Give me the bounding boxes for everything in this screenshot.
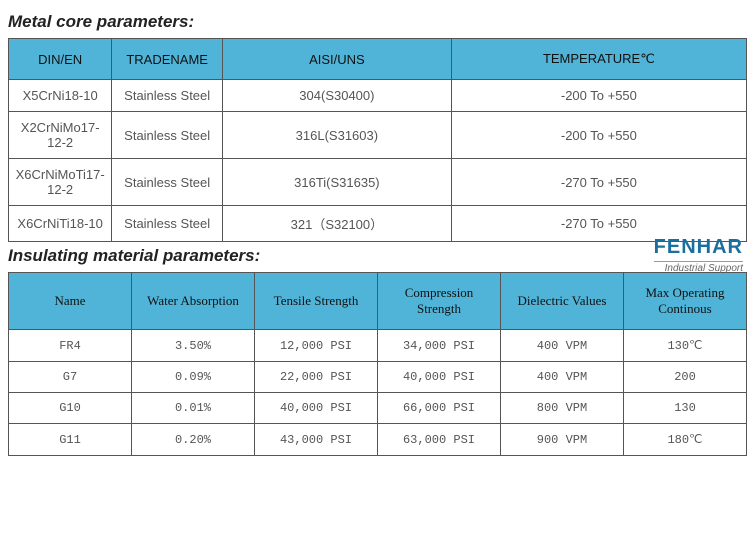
col-temperature: TEMPERATURE℃ bbox=[451, 39, 746, 80]
col-aisi-uns: AISI/UNS bbox=[223, 39, 452, 80]
insulating-material-table: Name Water Absorption Tensile Strength C… bbox=[8, 272, 747, 456]
logo-text: FENHAR bbox=[654, 236, 743, 259]
metal-core-table: DIN/EN TRADENAME AISI/UNS TEMPERATURE℃ X… bbox=[8, 38, 747, 242]
table-row: FR4 3.50% 12,000 PSI 34,000 PSI 400 VPM … bbox=[9, 330, 747, 362]
logo-subtitle: Industrial Support bbox=[654, 261, 743, 274]
cell: 400 VPM bbox=[501, 362, 624, 393]
table-row: X6CrNiTi18-10 Stainless Steel 321（S32100… bbox=[9, 206, 747, 242]
cell: 34,000 PSI bbox=[378, 330, 501, 362]
cell: 63,000 PSI bbox=[378, 424, 501, 456]
cell: 316L(S31603) bbox=[223, 112, 452, 159]
cell: X6CrNiTi18-10 bbox=[9, 206, 112, 242]
cell: 0.09% bbox=[132, 362, 255, 393]
cell: 40,000 PSI bbox=[378, 362, 501, 393]
cell: -200 To +550 bbox=[451, 112, 746, 159]
cell: Stainless Steel bbox=[112, 112, 223, 159]
table-row: G10 0.01% 40,000 PSI 66,000 PSI 800 VPM … bbox=[9, 393, 747, 424]
cell: 321（S32100） bbox=[223, 206, 452, 242]
cell: 43,000 PSI bbox=[255, 424, 378, 456]
cell: FR4 bbox=[9, 330, 132, 362]
cell: X6CrNiMoTi17-12-2 bbox=[9, 159, 112, 206]
cell: 0.20% bbox=[132, 424, 255, 456]
col-tensile-strength: Tensile Strength bbox=[255, 273, 378, 330]
cell: 0.01% bbox=[132, 393, 255, 424]
table-header-row: DIN/EN TRADENAME AISI/UNS TEMPERATURE℃ bbox=[9, 39, 747, 80]
cell: 200 bbox=[624, 362, 747, 393]
cell: 40,000 PSI bbox=[255, 393, 378, 424]
table-row: X6CrNiMoTi17-12-2 Stainless Steel 316Ti(… bbox=[9, 159, 747, 206]
cell: G7 bbox=[9, 362, 132, 393]
cell: G11 bbox=[9, 424, 132, 456]
cell: Stainless Steel bbox=[112, 206, 223, 242]
table-header-row: Name Water Absorption Tensile Strength C… bbox=[9, 273, 747, 330]
cell: 304(S30400) bbox=[223, 80, 452, 112]
cell: 316Ti(S31635) bbox=[223, 159, 452, 206]
cell: 66,000 PSI bbox=[378, 393, 501, 424]
cell: 900 VPM bbox=[501, 424, 624, 456]
brand-logo: FENHAR Industrial Support bbox=[654, 236, 743, 274]
cell: X2CrNiMo17-12-2 bbox=[9, 112, 112, 159]
section2-title: Insulating material parameters: bbox=[8, 246, 747, 266]
cell: Stainless Steel bbox=[112, 80, 223, 112]
cell: G10 bbox=[9, 393, 132, 424]
cell: 130℃ bbox=[624, 330, 747, 362]
table-row: G7 0.09% 22,000 PSI 40,000 PSI 400 VPM 2… bbox=[9, 362, 747, 393]
col-max-operating: Max Operating Continous bbox=[624, 273, 747, 330]
col-water-absorption: Water Absorption bbox=[132, 273, 255, 330]
table-row: X5CrNi18-10 Stainless Steel 304(S30400) … bbox=[9, 80, 747, 112]
col-compression-strength: Compression Strength bbox=[378, 273, 501, 330]
cell: -200 To +550 bbox=[451, 80, 746, 112]
cell: Stainless Steel bbox=[112, 159, 223, 206]
cell: 12,000 PSI bbox=[255, 330, 378, 362]
cell: 3.50% bbox=[132, 330, 255, 362]
cell: X5CrNi18-10 bbox=[9, 80, 112, 112]
cell: 22,000 PSI bbox=[255, 362, 378, 393]
table-row: G11 0.20% 43,000 PSI 63,000 PSI 900 VPM … bbox=[9, 424, 747, 456]
table-row: X2CrNiMo17-12-2 Stainless Steel 316L(S31… bbox=[9, 112, 747, 159]
cell: 800 VPM bbox=[501, 393, 624, 424]
col-name: Name bbox=[9, 273, 132, 330]
col-dielectric-values: Dielectric Values bbox=[501, 273, 624, 330]
cell: -270 To +550 bbox=[451, 159, 746, 206]
cell: 180℃ bbox=[624, 424, 747, 456]
col-din-en: DIN/EN bbox=[9, 39, 112, 80]
cell: 400 VPM bbox=[501, 330, 624, 362]
section1-title: Metal core parameters: bbox=[8, 12, 747, 32]
col-tradename: TRADENAME bbox=[112, 39, 223, 80]
cell: 130 bbox=[624, 393, 747, 424]
